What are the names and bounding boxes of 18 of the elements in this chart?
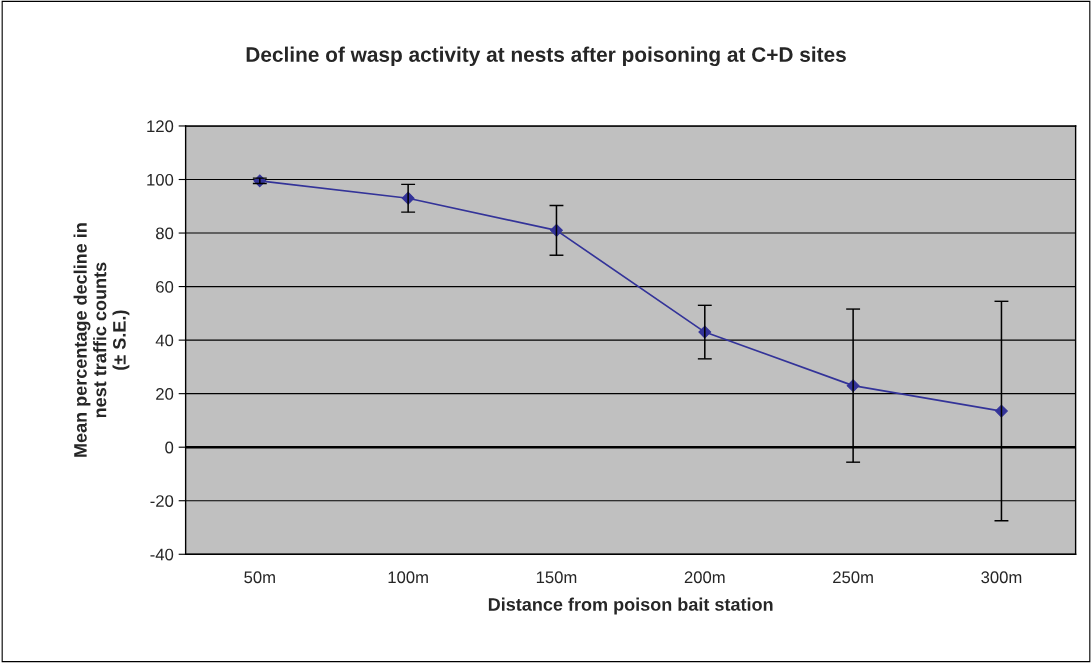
y-tick-label: -40 <box>150 548 174 561</box>
x-tick-label: 50m <box>244 571 275 584</box>
y-tick-label: 20 <box>156 388 174 400</box>
y-tick-label: 60 <box>156 280 174 293</box>
y-tick-label: 120 <box>147 120 174 133</box>
x-tick-label: 150m <box>536 571 577 584</box>
y-axis-title: Mean percentage decline in nest traffic counts (± S.E.) <box>73 223 130 457</box>
x-axis-title: Distance from poison bait station <box>488 597 773 615</box>
y-tick-label: 80 <box>156 227 174 240</box>
y-tick-label: -20 <box>150 495 174 507</box>
x-tick-label: 300m <box>981 571 1022 584</box>
y-tick-label: 40 <box>155 334 174 347</box>
y-tick-label: 100 <box>147 173 174 186</box>
x-tick-label: 200m <box>684 571 725 584</box>
y-tick-label: 0 <box>165 441 174 454</box>
x-tick-label: 100m <box>388 571 428 584</box>
chart-title: Decline of wasp activity at nests after poisoning at C+D sites <box>246 46 846 67</box>
x-tick-label: 250m <box>833 571 873 584</box>
